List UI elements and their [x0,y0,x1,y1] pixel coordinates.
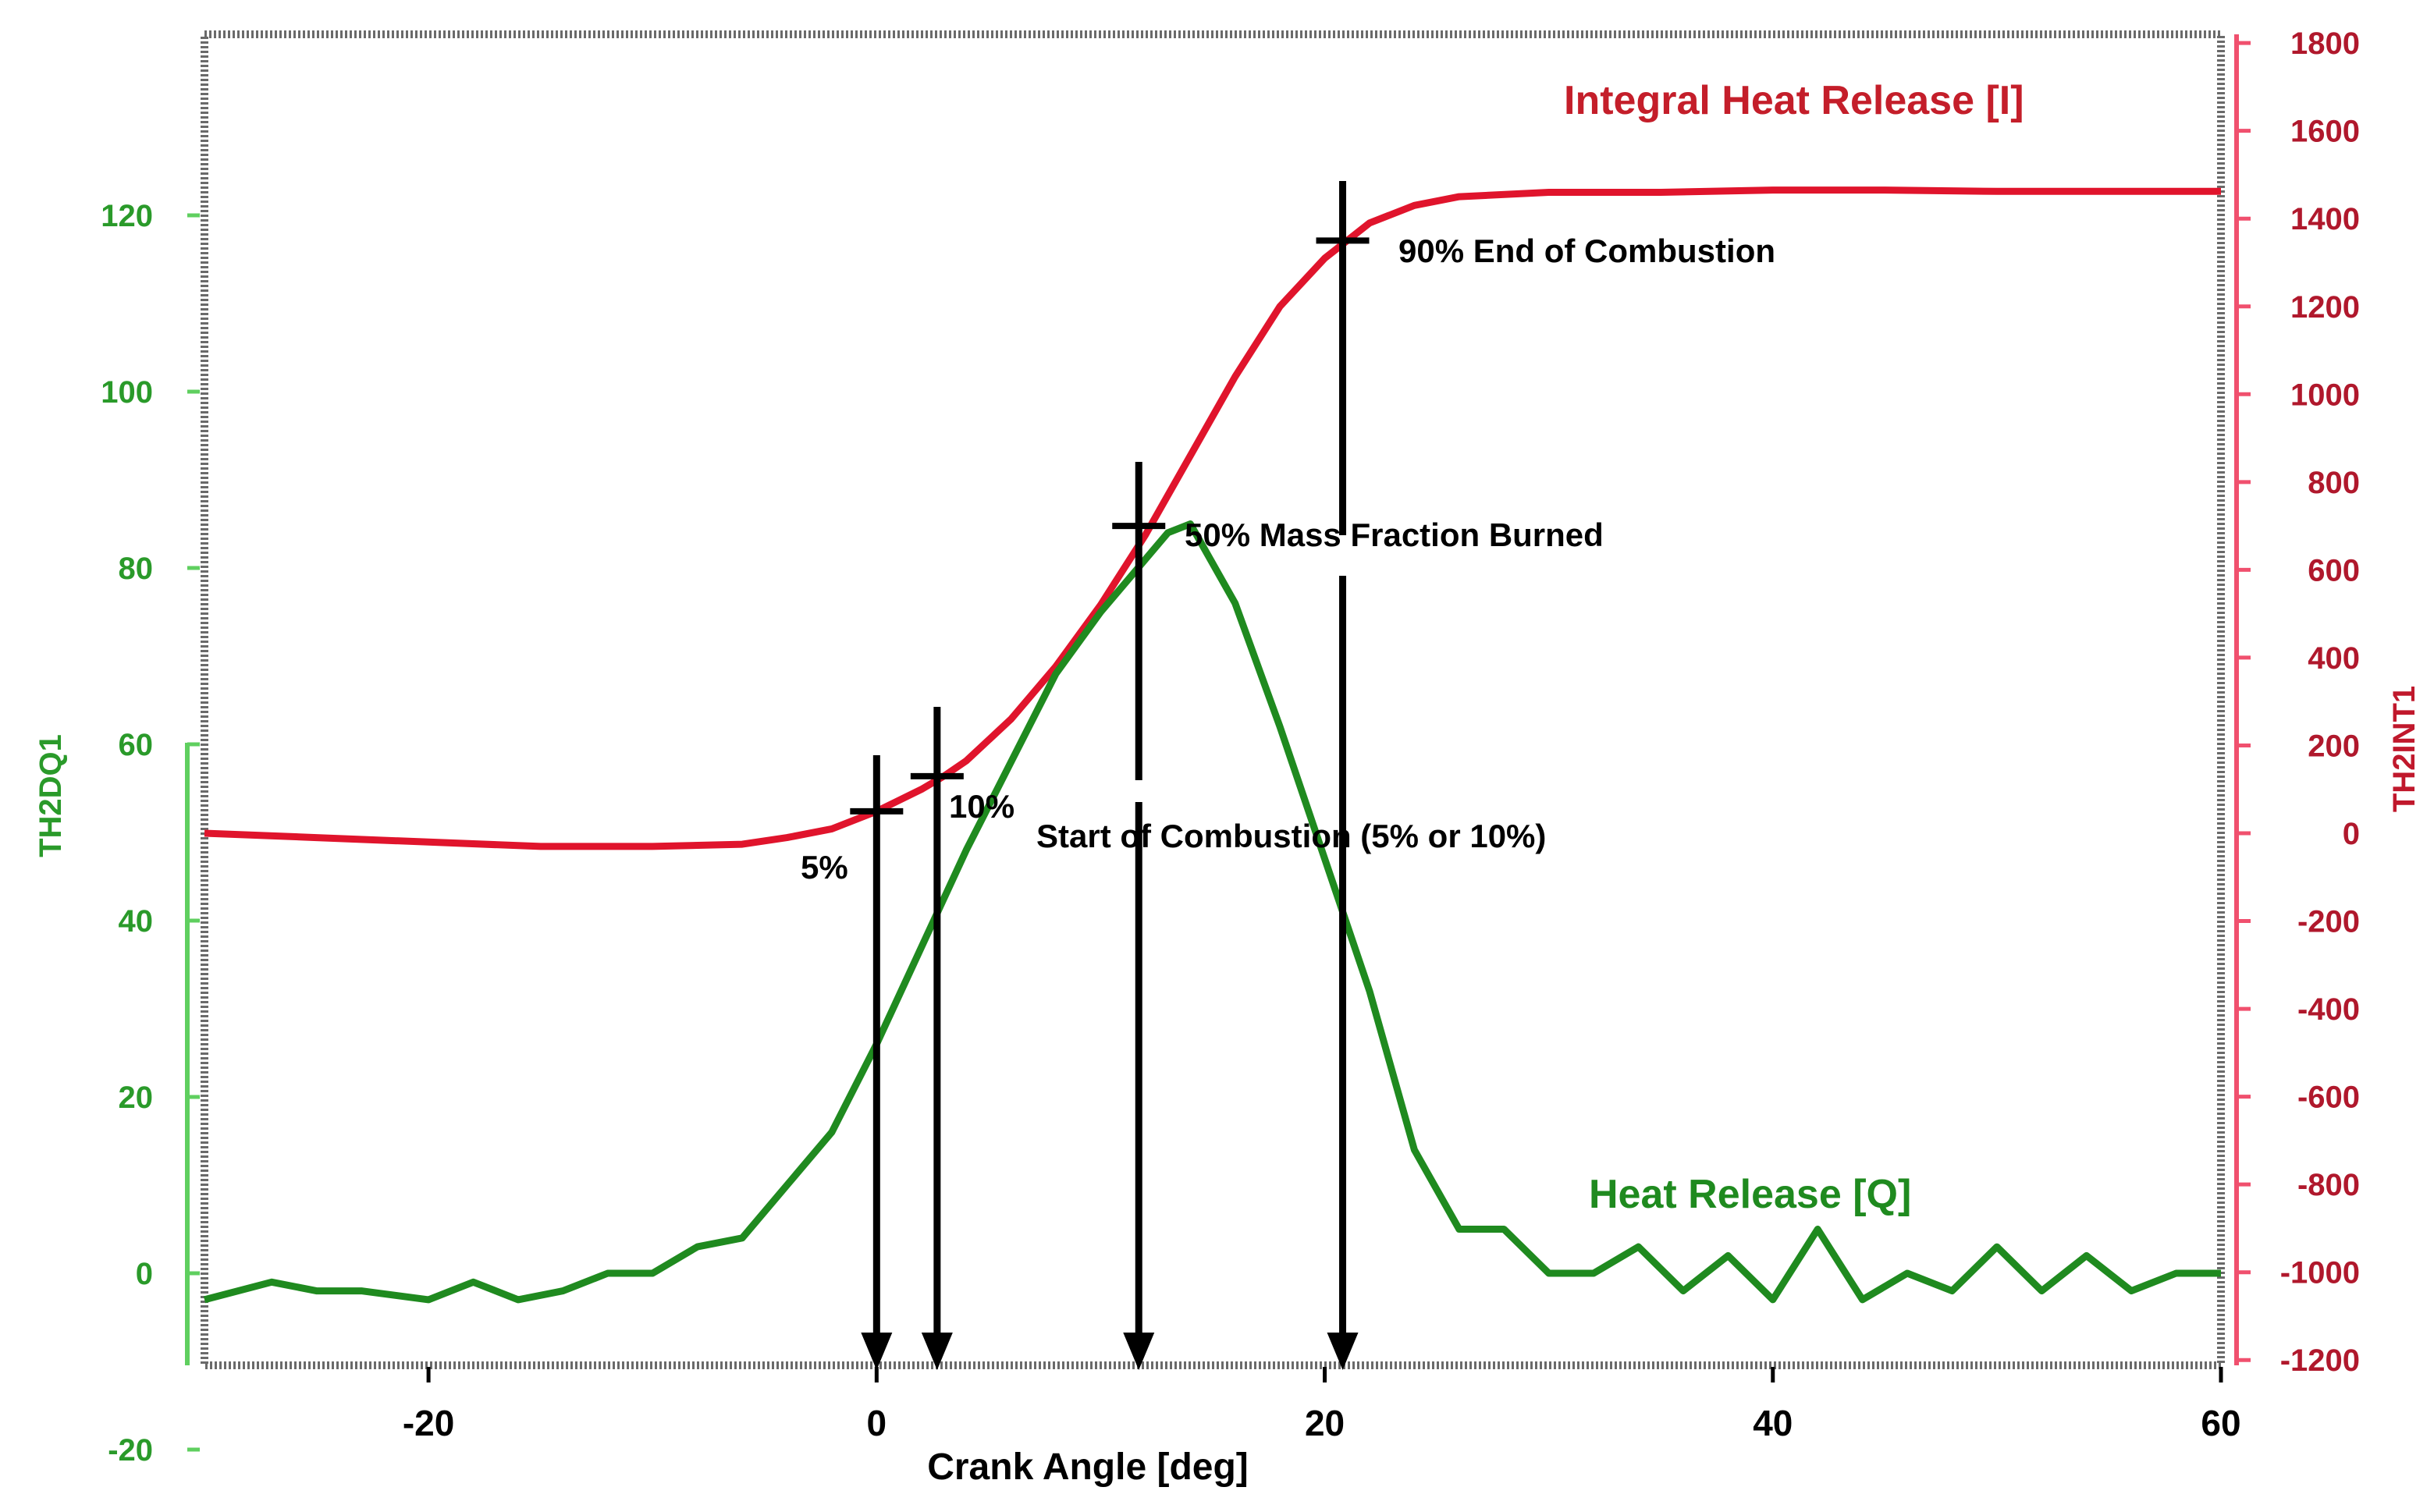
heat-series-label: Heat Release [Q] [1589,1172,1911,1217]
right-tick-label: -800 [2297,1168,2360,1202]
right-tick-label: 0 [2343,817,2360,851]
integral-heat-release-line [204,186,2221,850]
right-tick-label: 1200 [2290,290,2360,325]
annotation-5-percent: 5% [801,849,848,886]
left-tick-label: 100 [101,375,153,410]
x-tick-label: 40 [1753,1403,1793,1443]
right-tick-label: -1000 [2280,1256,2360,1290]
right-axis-title: TH2INT1 [2387,686,2422,812]
left-tick-label: 0 [136,1257,153,1291]
right-tick-label: 1800 [2290,27,2360,61]
left-tick-label: -20 [108,1433,153,1468]
right-tick-label: 200 [2308,729,2360,763]
heat-release-line [203,520,2221,1304]
right-tick-label: -1200 [2280,1343,2360,1378]
right-tick-label: 400 [2308,641,2360,676]
left-axis-ticks: -20 0 20 40 60 80 100 120 [101,199,200,1468]
left-axis-title: TH2DQ1 [34,734,68,857]
right-axis-ticks: -1200 -1000 -800 -600 -400 -200 0 200 400 600 800 1… [2237,27,2360,1378]
marker-arrowhead [921,1333,953,1370]
right-tick-label: -400 [2297,992,2360,1027]
marker-arrowhead [1123,1333,1155,1370]
x-tick-label: 0 [867,1403,887,1443]
annotation-90-end-of-combustion: 90% End of Combustion [1398,232,1775,269]
left-tick-label: 40 [119,904,154,939]
right-tick-label: 1000 [2290,378,2360,412]
x-tick-label: 60 [2201,1403,2240,1443]
x-axis-title: Crank Angle [deg] [927,1446,1249,1488]
right-tick-label: -200 [2297,905,2360,939]
left-tick-label: 60 [119,728,154,762]
marker-arrowhead [1327,1333,1359,1370]
x-tick-label: -20 [403,1403,454,1443]
x-axis-ticks: -20 0 20 40 60 [403,1367,2241,1443]
left-tick-label: 80 [119,552,154,586]
annotation-50-mass-fraction-burned: 50% Mass Fraction Burned [1185,516,1604,553]
right-tick-label: -600 [2297,1081,2360,1115]
annotation-start-of-combustion: Start of Combustion (5% or 10%) [1036,818,1546,854]
integral-series-label: Integral Heat Release [I] [1564,78,2024,123]
right-tick-label: 1400 [2290,202,2360,236]
plot-frame [201,30,2225,1369]
combustion-markers [850,181,1370,1370]
left-tick-label: 20 [119,1081,154,1115]
x-tick-label: 20 [1305,1403,1345,1443]
right-tick-label: 600 [2308,553,2360,587]
right-tick-label: 800 [2308,466,2360,500]
annotation-10-percent: 10% [949,788,1014,825]
marker-arrowhead [861,1333,893,1370]
left-tick-label: 120 [101,199,153,233]
right-tick-label: 1600 [2290,115,2360,149]
